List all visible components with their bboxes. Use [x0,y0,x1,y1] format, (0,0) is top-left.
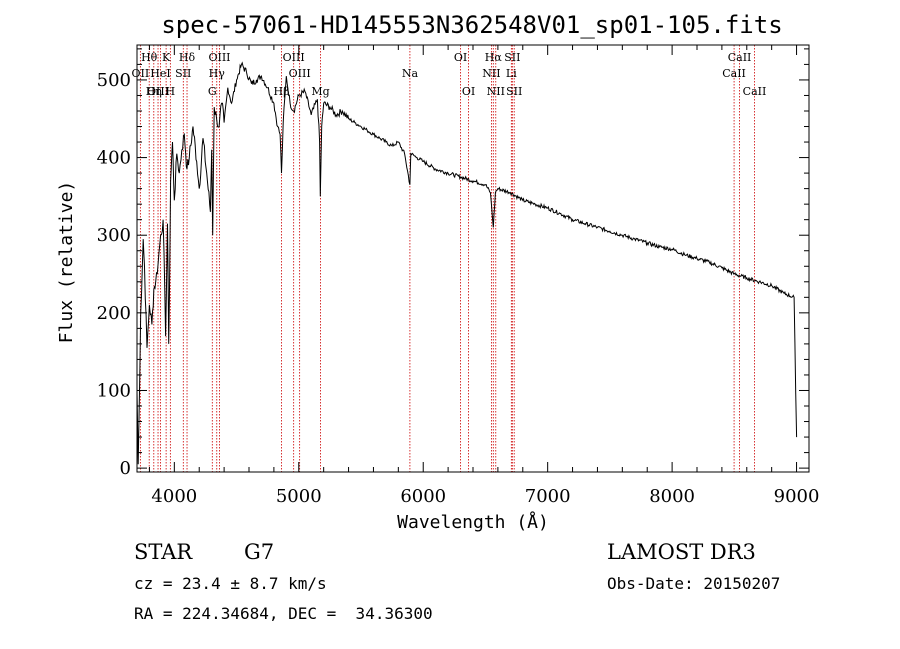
line-marker-label-7: SII [175,67,191,80]
x-axis-ticks: 4000 5000 6000 7000 8000 9000 [148,45,820,507]
object-class: STAR [134,540,193,564]
y-axis-label: Flux (relative) [56,181,77,344]
y-tick-label: 100 [97,380,131,401]
line-marker-label-27: CaII [743,85,767,98]
line-marker-label-9: OIII [208,51,230,64]
y-axis-ticks: 0 100 200 300 400 500 [97,48,809,479]
y-tick-label: 500 [97,70,131,91]
line-marker-label-11: G [208,85,217,98]
line-marker-label-17: OI [454,51,467,64]
x-tick-label: 7000 [525,486,571,507]
spectral-line-markers [139,45,755,472]
line-marker-label-23: Li [506,67,517,80]
line-marker-label-24: SII [506,85,522,98]
x-tick-label: 4000 [151,486,197,507]
object-subclass: G7 [244,540,274,564]
line-marker-label-4: HeI [150,67,170,80]
line-marker-label-26: CaII [722,67,746,80]
survey-name: LAMOST DR3 [607,540,756,564]
line-marker-label-25: CaII [728,51,752,64]
line-marker-label-13: OIII [289,67,311,80]
line-marker-label-3: K [162,51,171,64]
line-marker-label-18: OI [462,85,475,98]
line-marker-label-1: OII [132,67,150,80]
line-marker-label-20: NII [482,67,500,80]
line-marker-label-6: Hδ [179,51,196,64]
x-tick-label: 9000 [774,486,820,507]
line-marker-label-8: H [166,85,176,98]
x-tick-label: 6000 [400,486,446,507]
y-tick-label: 200 [97,303,131,324]
redshift-readout: cz = 23.4 ± 8.7 km/s [134,574,327,593]
y-tick-label: 400 [97,148,131,169]
chart-title: spec-57061-HD145553N362548V01_sp01-105.f… [161,11,782,39]
x-axis-label: Wavelength (Å) [397,511,549,533]
y-tick-label: 300 [97,225,131,246]
coordinates-readout: RA = 224.34684, DEC = 34.36300 [134,604,433,623]
line-marker-label-22: SII [504,51,520,64]
line-marker-label-10: Hγ [209,67,226,80]
y-tick-label: 0 [120,458,131,479]
line-marker-label-16: Na [402,67,419,80]
plot-frame [136,44,810,473]
observation-date: Obs-Date: 20150207 [607,574,780,593]
line-marker-label-19: Hα [485,51,503,64]
line-marker-label-14: Hβ [274,85,290,98]
line-marker-label-2: OIII [147,85,169,98]
line-marker-label-5: Hη [146,85,162,98]
x-tick-label: 8000 [649,486,695,507]
line-marker-label-0: Hθ [141,51,158,64]
spectrum-series-line [136,61,798,465]
x-tick-label: 5000 [276,486,322,507]
line-marker-label-12: OIII [283,51,305,64]
line-marker-label-15: Mg [311,85,329,98]
line-marker-label-21: NII [487,85,505,98]
